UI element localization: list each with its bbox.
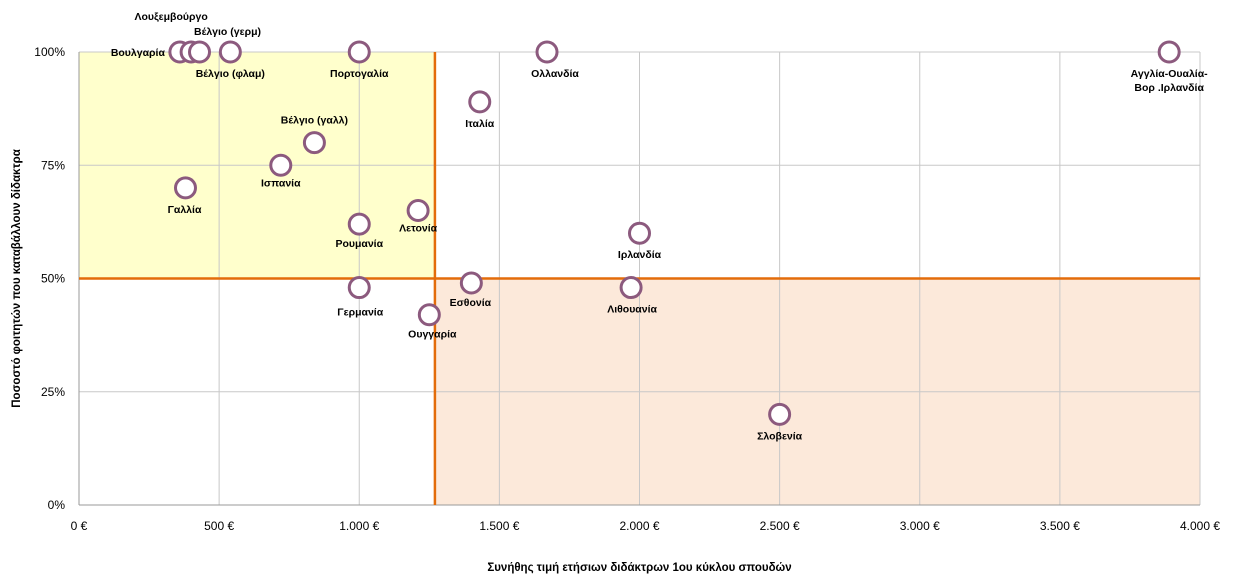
point-label: Ρουμανία: [335, 238, 383, 250]
data-point: [459, 271, 483, 295]
reference-lines: [79, 52, 1200, 505]
y-tick-label: 50%: [41, 272, 65, 286]
point-label: Πορτογαλία: [330, 68, 389, 80]
y-axis-ticks: 0% 25% 50% 75% 100%: [34, 45, 65, 512]
point-label: Βουλγαρία: [111, 47, 166, 59]
data-point: [768, 402, 792, 426]
x-tick-label: 3.000 €: [900, 519, 940, 533]
data-point: [347, 276, 371, 300]
point-label: Εσθονία: [450, 297, 492, 309]
point-label: Βέλγιο (γερμ): [194, 26, 261, 38]
data-point: [468, 90, 492, 114]
point-labels: Βουλγαρία Λουξεμβούργο Βέλγιο (γερμ) Βέλγιο…: [111, 11, 1208, 442]
x-tick-label: 1.500 €: [479, 519, 519, 533]
x-tick-label: 2.500 €: [760, 519, 800, 533]
point-label: Ουγγαρία: [408, 329, 457, 341]
point-label: Βέλγιο (φλαμ): [196, 68, 265, 80]
point-label: Ισπανία: [261, 177, 301, 189]
point-label: Ιταλία: [465, 118, 495, 130]
data-point: [535, 40, 559, 64]
point-label: Γερμανία: [337, 307, 383, 319]
data-point: [417, 303, 441, 327]
y-tick-label: 75%: [41, 158, 65, 172]
data-point: [628, 221, 651, 245]
x-tick-label: 4.000 €: [1180, 519, 1220, 533]
data-point: [1157, 40, 1181, 64]
data-point: [269, 153, 293, 177]
data-point: [218, 40, 242, 64]
data-point: [619, 276, 643, 300]
point-label: Σλοβενία: [757, 430, 803, 442]
y-tick-label: 100%: [34, 45, 65, 59]
point-label: Αγγλία-Ουαλία-Βορ .Ιρλανδία: [1131, 68, 1209, 94]
y-tick-label: 25%: [41, 385, 65, 399]
data-point: [406, 199, 430, 223]
x-tick-label: 500 €: [204, 519, 234, 533]
point-label: Λιθουανία: [607, 304, 657, 316]
point-label: Βέλγιο (γαλλ): [281, 115, 348, 127]
x-tick-label: 3.500 €: [1040, 519, 1080, 533]
point-label: Γαλλία: [168, 204, 202, 216]
point-label: Ολλανδία: [531, 68, 579, 80]
data-point: [188, 40, 212, 64]
x-tick-label: 1.000 €: [339, 519, 379, 533]
x-axis-title: Συνήθης τιμή ετήσιων διδάκτρων 1ου κύκλο…: [487, 562, 791, 574]
y-tick-label: 0%: [48, 498, 66, 512]
point-label: Λουξεμβούργο: [134, 11, 207, 23]
x-tick-label: 0 €: [71, 519, 88, 533]
point-label: Λετονία: [399, 223, 438, 235]
x-axis-ticks: 0 € 500 € 1.000 € 1.500 € 2.000 € 2.500 € 3.00…: [71, 519, 1221, 533]
data-point: [347, 40, 371, 64]
point-label: Ιρλανδία: [618, 249, 662, 261]
data-point: [173, 176, 197, 200]
data-point: [302, 131, 326, 155]
x-tick-label: 2.000 €: [619, 519, 659, 533]
data-point: [347, 212, 371, 236]
data-points: [168, 40, 1181, 426]
y-axis-title: Ποσοστό φοιτητών που καταβάλλουν δίδακτρ…: [11, 149, 23, 408]
